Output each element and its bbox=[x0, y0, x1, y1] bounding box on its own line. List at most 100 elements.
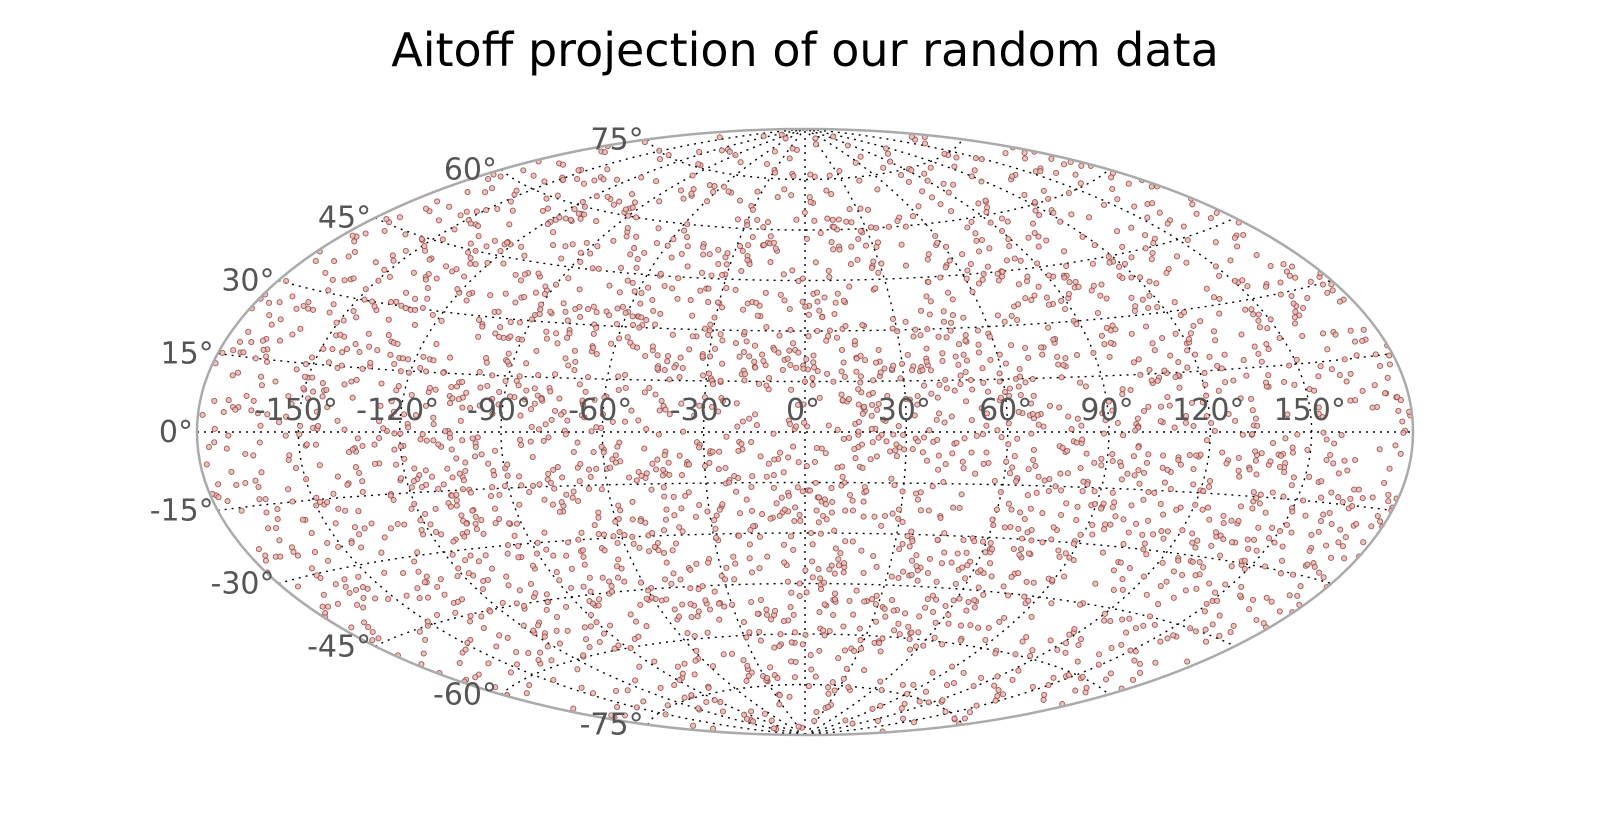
data-point bbox=[405, 369, 412, 376]
data-point bbox=[1306, 473, 1313, 480]
data-point bbox=[1335, 470, 1342, 477]
data-point bbox=[372, 595, 379, 602]
data-point bbox=[1062, 640, 1070, 647]
data-point bbox=[374, 347, 381, 354]
data-point bbox=[502, 377, 509, 385]
data-point bbox=[1008, 342, 1015, 349]
data-point bbox=[313, 502, 320, 509]
data-point bbox=[679, 364, 686, 372]
data-point bbox=[588, 428, 595, 435]
data-point bbox=[722, 464, 729, 472]
data-point bbox=[1032, 207, 1039, 214]
data-point bbox=[869, 705, 876, 712]
data-point bbox=[846, 597, 853, 604]
data-point bbox=[1249, 596, 1257, 603]
data-point bbox=[478, 517, 485, 524]
data-point bbox=[1258, 358, 1265, 365]
data-point bbox=[906, 543, 913, 550]
data-point bbox=[1006, 243, 1013, 250]
data-point bbox=[1400, 429, 1407, 436]
data-point bbox=[726, 148, 733, 155]
data-point bbox=[1065, 672, 1072, 679]
data-point bbox=[698, 269, 706, 276]
data-point bbox=[875, 434, 882, 441]
data-point bbox=[381, 266, 388, 273]
data-point bbox=[378, 549, 385, 556]
data-point bbox=[924, 569, 931, 577]
data-point bbox=[760, 357, 767, 365]
data-point bbox=[945, 620, 952, 627]
data-point bbox=[919, 367, 926, 374]
data-point bbox=[1049, 576, 1056, 584]
data-point bbox=[1318, 478, 1325, 485]
data-point bbox=[1263, 594, 1270, 601]
data-point bbox=[1140, 622, 1147, 629]
data-point bbox=[1246, 466, 1253, 473]
data-point bbox=[995, 687, 1002, 694]
data-point bbox=[939, 697, 946, 704]
data-point bbox=[1276, 608, 1283, 615]
data-point bbox=[917, 489, 924, 496]
data-point bbox=[403, 289, 410, 296]
data-point bbox=[1077, 636, 1085, 643]
data-point bbox=[422, 402, 430, 409]
data-point bbox=[962, 368, 969, 376]
data-point bbox=[664, 352, 672, 360]
data-point bbox=[713, 512, 720, 519]
data-point bbox=[488, 185, 496, 192]
data-point bbox=[1239, 431, 1246, 438]
data-point bbox=[454, 598, 461, 605]
data-point bbox=[354, 435, 361, 442]
data-point bbox=[612, 687, 620, 694]
data-point bbox=[297, 422, 304, 429]
data-point bbox=[836, 246, 843, 253]
data-point bbox=[873, 453, 880, 460]
data-point bbox=[799, 641, 806, 648]
data-point bbox=[355, 573, 362, 580]
data-point bbox=[420, 353, 427, 360]
data-point bbox=[1189, 558, 1196, 565]
data-point bbox=[410, 478, 417, 485]
data-point bbox=[484, 259, 491, 266]
data-point bbox=[1021, 191, 1028, 198]
data-point bbox=[983, 209, 990, 216]
data-point bbox=[1014, 435, 1021, 442]
data-point bbox=[1045, 301, 1052, 308]
data-point bbox=[615, 386, 622, 394]
data-point bbox=[887, 158, 894, 165]
data-point bbox=[705, 285, 712, 292]
data-point bbox=[772, 245, 779, 252]
data-point bbox=[754, 188, 761, 195]
data-point bbox=[427, 521, 434, 528]
data-point bbox=[1077, 379, 1084, 386]
data-point bbox=[872, 359, 880, 366]
data-point bbox=[782, 135, 789, 142]
data-point bbox=[337, 331, 344, 338]
data-point bbox=[871, 513, 878, 520]
data-point bbox=[1175, 359, 1182, 366]
latitude-tick-label: 30° bbox=[221, 264, 274, 299]
data-point bbox=[696, 502, 703, 509]
data-point bbox=[985, 459, 992, 467]
data-point bbox=[939, 641, 946, 648]
data-point bbox=[684, 263, 691, 270]
data-point bbox=[1136, 660, 1143, 668]
data-point bbox=[329, 276, 336, 283]
data-point bbox=[535, 622, 542, 629]
data-point bbox=[325, 603, 332, 610]
data-point bbox=[1050, 209, 1057, 216]
data-point bbox=[692, 513, 699, 520]
data-point bbox=[923, 345, 930, 352]
data-point bbox=[1001, 388, 1009, 396]
data-point bbox=[1327, 554, 1335, 561]
data-point bbox=[478, 613, 485, 620]
data-point bbox=[993, 506, 1000, 513]
data-point bbox=[418, 526, 425, 534]
data-point bbox=[1228, 563, 1235, 570]
data-point bbox=[434, 583, 441, 590]
data-point bbox=[823, 516, 830, 523]
data-point bbox=[1107, 339, 1114, 346]
data-point bbox=[1206, 353, 1213, 360]
data-point bbox=[736, 510, 743, 517]
data-point bbox=[805, 333, 812, 340]
